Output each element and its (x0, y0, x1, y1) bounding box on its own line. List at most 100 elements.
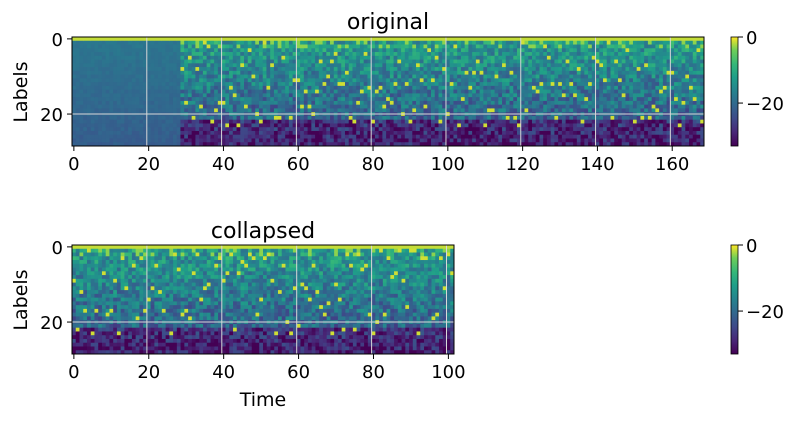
heatmap-cell (472, 131, 476, 135)
heatmap-cell (468, 120, 472, 124)
heatmap-cell (644, 93, 648, 97)
heatmap-cell (607, 108, 611, 112)
heatmap-cell (102, 67, 106, 71)
heatmap-cell (188, 138, 192, 142)
heatmap-cell (510, 116, 514, 120)
heatmap-cell (513, 135, 517, 139)
heatmap-cell (532, 67, 536, 71)
heatmap-cell (334, 41, 338, 45)
heatmap-cell (281, 138, 285, 142)
heatmap-cell (468, 90, 472, 94)
heatmap-cell (147, 78, 151, 82)
heatmap-cell (109, 45, 113, 49)
heatmap-cell (360, 37, 364, 41)
heatmap-cell (551, 127, 555, 131)
heatmap-cell (94, 75, 98, 79)
heatmap-cell (412, 75, 416, 79)
heatmap-cell (165, 37, 169, 41)
heatmap-cell (304, 71, 308, 75)
heatmap-cell (412, 131, 416, 135)
heatmap-cell (659, 67, 663, 71)
heatmap-cell (663, 82, 667, 86)
heatmap-cell (438, 71, 442, 75)
heatmap-cell (229, 52, 233, 56)
heatmap-cell (79, 135, 83, 139)
heatmap-cell (270, 48, 274, 52)
heatmap-cell (169, 78, 173, 82)
heatmap-cell (483, 97, 487, 101)
heatmap-cell (330, 67, 334, 71)
heatmap-cell (397, 131, 401, 135)
heatmap-cell (184, 101, 188, 105)
heatmap-cell (270, 52, 274, 56)
heatmap-cell (435, 78, 439, 82)
heatmap-cell (625, 131, 629, 135)
heatmap-cell (330, 90, 334, 94)
heatmap-cell (229, 123, 233, 127)
heatmap-cell (386, 78, 390, 82)
heatmap-cell (244, 71, 248, 75)
heatmap-cell (573, 67, 577, 71)
heatmap-cell (289, 138, 293, 142)
heatmap-cell (296, 48, 300, 52)
heatmap-cell (371, 131, 375, 135)
heatmap-cell (72, 105, 76, 109)
heatmap-cell (255, 75, 259, 79)
heatmap-cell (416, 138, 420, 142)
heatmap-cell (461, 86, 465, 90)
heatmap-cell (338, 82, 342, 86)
heatmap-cell (648, 75, 652, 79)
heatmap-cell (341, 52, 345, 56)
heatmap-cell (405, 116, 409, 120)
heatmap-cell (397, 78, 401, 82)
heatmap-cell (233, 82, 237, 86)
heatmap-cell (229, 78, 233, 82)
heatmap-cell (349, 60, 353, 64)
heatmap-cell (394, 97, 398, 101)
heatmap-cell (278, 131, 282, 135)
heatmap-cell (338, 45, 342, 49)
heatmap-cell (102, 97, 106, 101)
heatmap-cell (472, 60, 476, 64)
heatmap-cell (188, 56, 192, 60)
heatmap-cell (435, 41, 439, 45)
heatmap-cell (233, 138, 237, 142)
heatmap-cell (558, 63, 562, 67)
heatmap-cell (154, 86, 158, 90)
heatmap-cell (341, 86, 345, 90)
heatmap-cell (596, 131, 600, 135)
heatmap-cell (603, 71, 607, 75)
heatmap-cell (584, 105, 588, 109)
heatmap-cell (259, 138, 263, 142)
heatmap-cell (79, 56, 83, 60)
heatmap-cell (625, 71, 629, 75)
heatmap-cell (506, 52, 510, 56)
heatmap-cell (435, 127, 439, 131)
heatmap-cell (345, 78, 349, 82)
heatmap-cell (468, 71, 472, 75)
heatmap-cell (323, 60, 327, 64)
heatmap-cell (139, 45, 143, 49)
heatmap-cell (177, 138, 181, 142)
heatmap-cell (94, 52, 98, 56)
heatmap-cell (72, 290, 76, 294)
heatmap-cell (446, 48, 450, 52)
heatmap-cell (622, 41, 626, 45)
heatmap-cell (394, 67, 398, 71)
heatmap-cell (338, 123, 342, 127)
heatmap-cell (629, 75, 633, 79)
heatmap-cell (625, 48, 629, 52)
heatmap-cell (438, 78, 442, 82)
heatmap-cell (72, 56, 76, 60)
heatmap-cell (659, 138, 663, 142)
heatmap-cell (435, 71, 439, 75)
heatmap-cell (629, 135, 633, 139)
heatmap-cell (622, 78, 626, 82)
heatmap-cell (614, 86, 618, 90)
heatmap-cell (644, 105, 648, 109)
heatmap-cell (401, 93, 405, 97)
heatmap-cell (154, 67, 158, 71)
heatmap-cell (584, 116, 588, 120)
heatmap-cell (338, 56, 342, 60)
heatmap-cell (304, 93, 308, 97)
